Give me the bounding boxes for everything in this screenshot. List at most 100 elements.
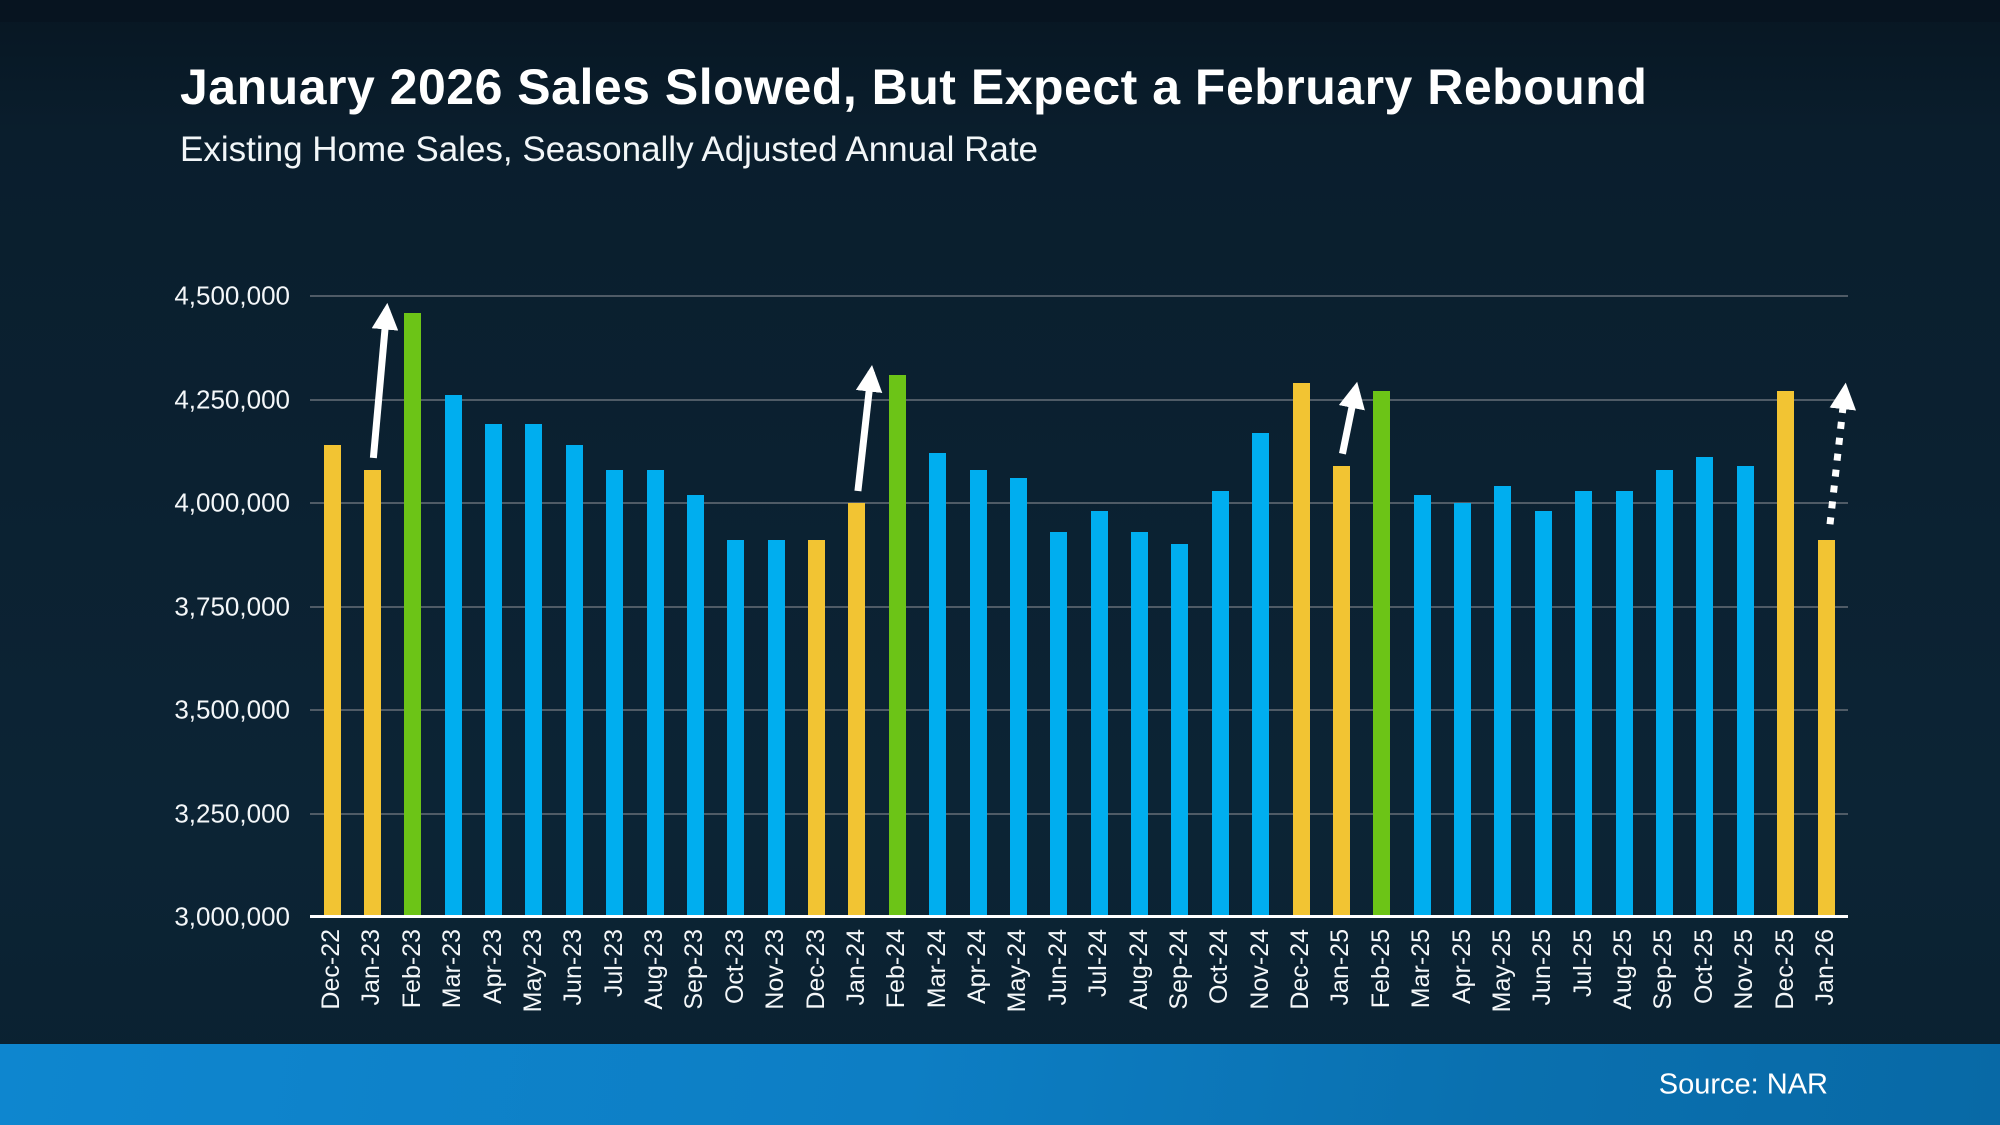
chart-bar-Jul-23	[606, 469, 624, 917]
chart-bar-Jan-26	[1817, 540, 1835, 917]
chart-title: January 2026 Sales Slowed, But Expect a …	[180, 59, 1648, 115]
x-tick-label: Feb-25	[1366, 929, 1395, 1009]
gridline	[310, 709, 1848, 711]
chart-bar-Mar-25	[1413, 494, 1431, 917]
chart-bar-Jan-24	[848, 503, 866, 917]
y-tick-label: 3,750,000	[174, 591, 290, 621]
x-tick-label: Mar-25	[1407, 929, 1436, 1009]
chart-bar-Oct-25	[1696, 457, 1714, 917]
chart-bar-Jun-23	[565, 445, 583, 917]
chart-bar-Mar-23	[444, 395, 462, 917]
x-tick-label: Nov-25	[1730, 929, 1759, 1010]
x-axis-line	[310, 915, 1848, 918]
chart-bar-Mar-24	[929, 453, 947, 917]
y-tick-label: 4,000,000	[174, 487, 290, 518]
x-tick-label: May-24	[1003, 929, 1032, 1013]
x-tick-label: Feb-24	[882, 929, 911, 1009]
x-tick-label: Nov-24	[1245, 929, 1274, 1010]
x-tick-label: Nov-23	[761, 929, 790, 1010]
chart-bar-Sep-25	[1655, 469, 1673, 917]
chart-plot-area: 3,000,000 3,250,000 3,500,000 3,750,000 4,00…	[174, 281, 1857, 1012]
x-tick-label: Mar-24	[922, 929, 951, 1009]
gridline	[310, 398, 1848, 401]
chart-bar-Jun-24	[1050, 531, 1068, 917]
chart-bar-Jan-23	[363, 469, 381, 917]
chart-bar-Feb-23	[404, 312, 422, 917]
y-tick-label: 4,250,000	[174, 384, 290, 414]
x-tick-label: Aug-24	[1124, 929, 1153, 1010]
chart-bar-Sep-23	[686, 494, 704, 917]
chart-bar-Dec-25	[1777, 391, 1795, 917]
x-tick-label: Sep-24	[1164, 929, 1193, 1010]
gridline	[310, 295, 1848, 297]
x-tick-label: Apr-24	[963, 929, 992, 1005]
chart-bar-May-25	[1494, 486, 1512, 917]
chart-subtitle: Existing Home Sales, Seasonally Adjusted…	[180, 130, 1039, 169]
chart-bar-Apr-23	[485, 424, 502, 917]
y-tick-label: 3,500,000	[174, 694, 290, 725]
chart-bar-May-23	[525, 424, 543, 917]
chart-bar-Jul-24	[1090, 511, 1108, 917]
forecast-arrow-icon	[1826, 382, 1857, 525]
chart-bar-Apr-25	[1454, 503, 1472, 917]
x-tick-label: May-23	[518, 929, 547, 1013]
chart-bar-Dec-22	[323, 445, 341, 917]
x-tick-label: Jul-23	[599, 929, 628, 998]
rebound-arrow-icon	[369, 302, 399, 459]
x-tick-label: Aug-25	[1609, 929, 1638, 1010]
chart-bar-Nov-24	[1252, 432, 1270, 917]
x-tick-label: Dec-24	[1286, 929, 1315, 1010]
chart-bar-May-24	[1009, 478, 1027, 917]
chart-bar-Apr-24	[969, 469, 987, 917]
chart-bar-Jan-25	[1332, 465, 1350, 917]
x-tick-label: Mar-23	[438, 929, 467, 1009]
gridline	[310, 502, 1848, 504]
x-tick-label: Dec-25	[1770, 929, 1799, 1010]
x-tick-label: Apr-23	[478, 929, 507, 1005]
chart-bar-Oct-23	[727, 540, 745, 917]
annotation-arrows-layer	[369, 302, 1857, 525]
chart-bar-Nov-25	[1736, 465, 1754, 917]
y-tick-label: 4,500,000	[174, 280, 290, 311]
x-tick-label: Jul-25	[1568, 929, 1597, 998]
x-tick-label: May-25	[1487, 929, 1516, 1013]
x-tick-label: Dec-22	[317, 929, 345, 1010]
x-tick-label: Aug-23	[640, 929, 669, 1010]
x-tick-label: Jun-24	[1043, 929, 1072, 1006]
chart-bar-Feb-24	[888, 374, 906, 917]
chart-bar-Aug-24	[1131, 531, 1149, 917]
x-tick-label: Jan-24	[841, 929, 870, 1006]
x-tick-label: Sep-25	[1649, 929, 1678, 1010]
chart-bar-Feb-25	[1373, 391, 1391, 917]
x-tick-label: Jul-24	[1084, 929, 1113, 998]
chart-bar-Jul-25	[1575, 490, 1593, 917]
x-tick-label: Oct-25	[1689, 929, 1718, 1005]
x-tick-label: Jan-23	[357, 929, 386, 1006]
x-tick-label: Apr-25	[1447, 929, 1476, 1005]
y-tick-label: 3,000,000	[174, 901, 290, 932]
gridline	[310, 605, 1848, 608]
x-tick-label: Feb-23	[397, 929, 426, 1009]
y-tick-label: 3,250,000	[174, 798, 290, 828]
chart-bar-Nov-23	[767, 540, 785, 917]
chart-bar-Jun-25	[1534, 511, 1552, 917]
x-tick-label: Jun-23	[559, 929, 588, 1006]
chart-bar-Dec-24	[1292, 382, 1310, 917]
gridline	[310, 812, 1848, 815]
x-tick-label: Oct-23	[720, 929, 749, 1005]
x-tick-label: Jan-26	[1811, 929, 1839, 1006]
chart-bar-Dec-23	[808, 540, 826, 917]
rebound-arrow-icon	[1338, 381, 1365, 455]
top-strip	[0, 0, 2000, 22]
footer-band: Source: NAR	[0, 1044, 2000, 1125]
chart-bar-Oct-24	[1211, 490, 1229, 917]
rebound-arrow-icon	[854, 365, 883, 492]
chart-bar-Aug-23	[646, 469, 664, 917]
x-tick-label: Jan-25	[1326, 929, 1355, 1006]
source-label: Source: NAR	[1658, 1068, 1828, 1100]
x-tick-label: Jun-25	[1528, 929, 1557, 1006]
chart-bar-Sep-24	[1171, 544, 1189, 917]
x-tick-label: Sep-23	[680, 929, 709, 1010]
x-tick-label: Dec-23	[801, 929, 830, 1010]
